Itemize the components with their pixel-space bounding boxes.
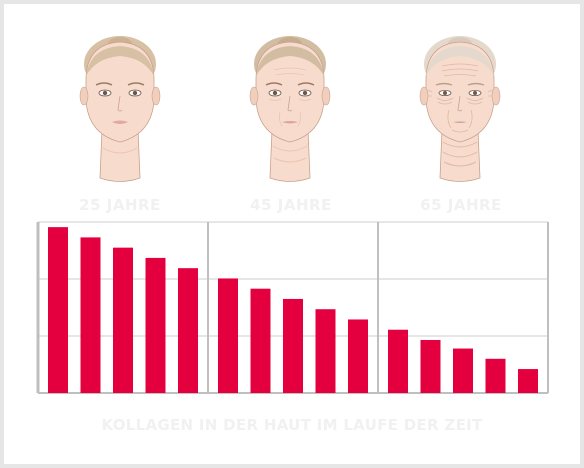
bar-group2-2 xyxy=(250,288,271,393)
bar-group2-4 xyxy=(315,309,336,393)
bar-group3-1 xyxy=(388,329,408,393)
age-label-45: 45 JAHRE xyxy=(250,196,332,214)
chart-caption: KOLLAGEN IN DER HAUT IM LAUFE DER ZEIT xyxy=(101,416,483,434)
bar-group3-2 xyxy=(420,339,441,393)
bar-group2-5 xyxy=(348,319,368,393)
bar-group3-4 xyxy=(485,358,506,393)
face-25-illustration xyxy=(79,36,161,182)
bar-group2-3 xyxy=(283,298,303,393)
bar-group3-3 xyxy=(453,348,473,393)
bar-group1-5 xyxy=(178,268,198,393)
face-45-illustration xyxy=(249,36,331,182)
face-65-illustration xyxy=(419,36,501,182)
bar-group1-3 xyxy=(113,247,133,393)
bar-group1-2 xyxy=(80,237,101,393)
bar-group1-4 xyxy=(145,257,166,393)
collagen-bar-chart xyxy=(36,221,549,394)
age-label-25: 25 JAHRE xyxy=(79,196,161,214)
infographic-panel: 25 JAHRE 45 JAHRE 65 JAHRE KOLLAGEN IN D… xyxy=(4,4,580,464)
bar-group1-1 xyxy=(48,227,68,393)
bar-group3-5 xyxy=(518,369,538,393)
age-label-65: 65 JAHRE xyxy=(420,196,502,214)
bar-group2-1 xyxy=(218,278,238,393)
